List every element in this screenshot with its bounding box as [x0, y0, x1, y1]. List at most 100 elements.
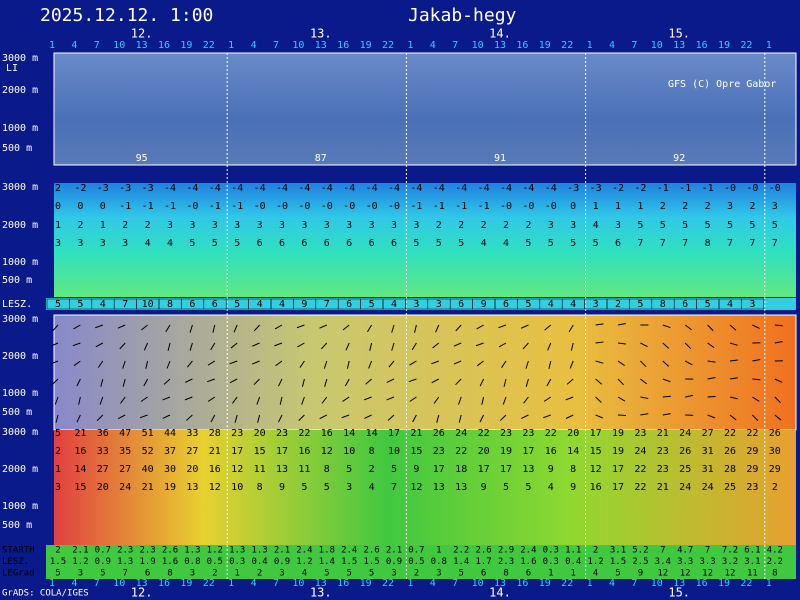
wind-arrow: [95, 342, 104, 348]
temperature-value: 3: [615, 220, 621, 231]
temperature-value: 7: [682, 238, 688, 249]
hour-label: 16: [696, 578, 708, 589]
wind-arrow: [274, 342, 283, 347]
hour-label: 13: [315, 40, 327, 51]
row-value: 0.7: [408, 546, 424, 556]
wind-arrow: [432, 342, 440, 349]
temperature-value: -4: [500, 183, 512, 194]
wind-arrow: [230, 342, 238, 349]
temperature-value: 4: [503, 238, 509, 249]
wind-speed-value: 8: [369, 446, 375, 457]
row-value: 11: [747, 569, 758, 579]
wind-arrow: [458, 414, 462, 423]
height-label: 2000 m: [2, 220, 38, 231]
wind-arrow: [412, 414, 417, 423]
temperature-value: 3: [548, 220, 554, 231]
hour-label: 1: [49, 40, 55, 51]
wind-speed-value: 13: [455, 482, 467, 493]
hour-label: 22: [561, 40, 573, 51]
temperature-value: 0: [77, 201, 83, 212]
wind-speed-value: 2: [772, 482, 778, 493]
temperature-value: -4: [545, 183, 557, 194]
temperature-value: -1: [455, 201, 467, 212]
temperature-value: 4: [145, 238, 151, 249]
hour-label: 7: [631, 578, 637, 589]
row-value: 1.4: [319, 557, 335, 567]
row-value: 0.9: [274, 557, 290, 567]
wind-arrow: [207, 396, 216, 402]
wind-speed-value: 5: [55, 428, 61, 439]
row-value: 5.2: [632, 546, 648, 556]
temperature-value: 6: [369, 238, 375, 249]
wind-speed-value: 33: [97, 446, 109, 457]
lesz-value: 5: [525, 299, 531, 310]
wind-arrow: [662, 342, 670, 349]
row-value: 3.1: [610, 546, 626, 556]
wind-arrow: [167, 342, 171, 351]
temperature-value: -0: [545, 201, 557, 212]
temperature-value: 3: [324, 220, 330, 231]
wind-arrow: [684, 324, 692, 331]
row-value: 1: [548, 569, 553, 579]
row-value: 3: [279, 569, 284, 579]
wind-speed-value: 2: [369, 464, 375, 475]
row-value: 5: [615, 569, 620, 579]
lesz-label: LESZ.: [2, 299, 32, 310]
row-value: 4: [302, 569, 307, 579]
row-value: 0.7: [95, 546, 111, 556]
temperature-value: 2: [145, 220, 151, 231]
row-value: 2: [55, 546, 60, 556]
temperature-value: 2: [436, 220, 442, 231]
wind-speed-value: 17: [500, 464, 512, 475]
wind-arrow: [479, 378, 485, 387]
hour-label: 16: [337, 40, 349, 51]
temperature-value: -1: [119, 201, 131, 212]
row-value: 7: [705, 546, 710, 556]
wind-speed-value: 28: [209, 428, 221, 439]
row-value: 1.3: [251, 546, 267, 556]
temperature-value: 3: [346, 220, 352, 231]
wind-arrow: [662, 324, 671, 329]
temperature-value: 3: [100, 238, 106, 249]
temperature-value: -0: [343, 201, 355, 212]
wind-arrow: [503, 378, 507, 387]
temperature-value: -0: [500, 201, 512, 212]
wind-speed-value: 12: [590, 464, 602, 475]
row-value: 3: [78, 569, 83, 579]
wind-arrow: [729, 396, 738, 400]
temperature-value: -0: [276, 201, 288, 212]
hour-label: 13: [136, 40, 148, 51]
wind-speed-value: 25: [724, 482, 736, 493]
wind-arrow: [729, 342, 738, 346]
row-value: 5: [346, 569, 351, 579]
row-value: 5: [369, 569, 374, 579]
height-label: 3000 m: [2, 182, 38, 193]
hour-label: 10: [472, 40, 484, 51]
lesz-value: 4: [100, 299, 106, 310]
wind-arrow: [253, 324, 260, 332]
temperature-value: 5: [525, 238, 531, 249]
wind-arrow: [78, 396, 81, 405]
wind-speed-value: 24: [679, 482, 691, 493]
row-value: 1.3: [184, 546, 200, 556]
row-value: 3.2: [722, 557, 738, 567]
temperature-value: -4: [164, 183, 176, 194]
lesz-value: 4: [570, 299, 576, 310]
temperature-value: -0: [746, 183, 758, 194]
wind-arrow: [476, 360, 484, 367]
wind-arrow: [391, 324, 395, 333]
temperature-value: 5: [413, 238, 419, 249]
wind-arrow: [210, 342, 216, 351]
wind-arrow: [207, 378, 215, 383]
temperature-value: 3: [167, 220, 173, 231]
lesz-value: 6: [189, 299, 195, 310]
wind-speed-value: 16: [298, 446, 310, 457]
temperature-value: -1: [679, 183, 691, 194]
row-value: 3: [436, 569, 441, 579]
row-value: 2.6: [363, 546, 379, 556]
wind-arrow: [729, 377, 738, 380]
temperature-value: -4: [254, 183, 266, 194]
temperature-value: 1: [637, 201, 643, 212]
wind-speed-value: 28: [724, 464, 736, 475]
row-value: 8: [772, 569, 777, 579]
